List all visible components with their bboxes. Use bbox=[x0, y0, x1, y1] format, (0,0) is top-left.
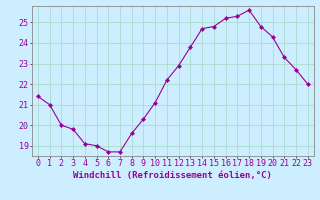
X-axis label: Windchill (Refroidissement éolien,°C): Windchill (Refroidissement éolien,°C) bbox=[73, 171, 272, 180]
